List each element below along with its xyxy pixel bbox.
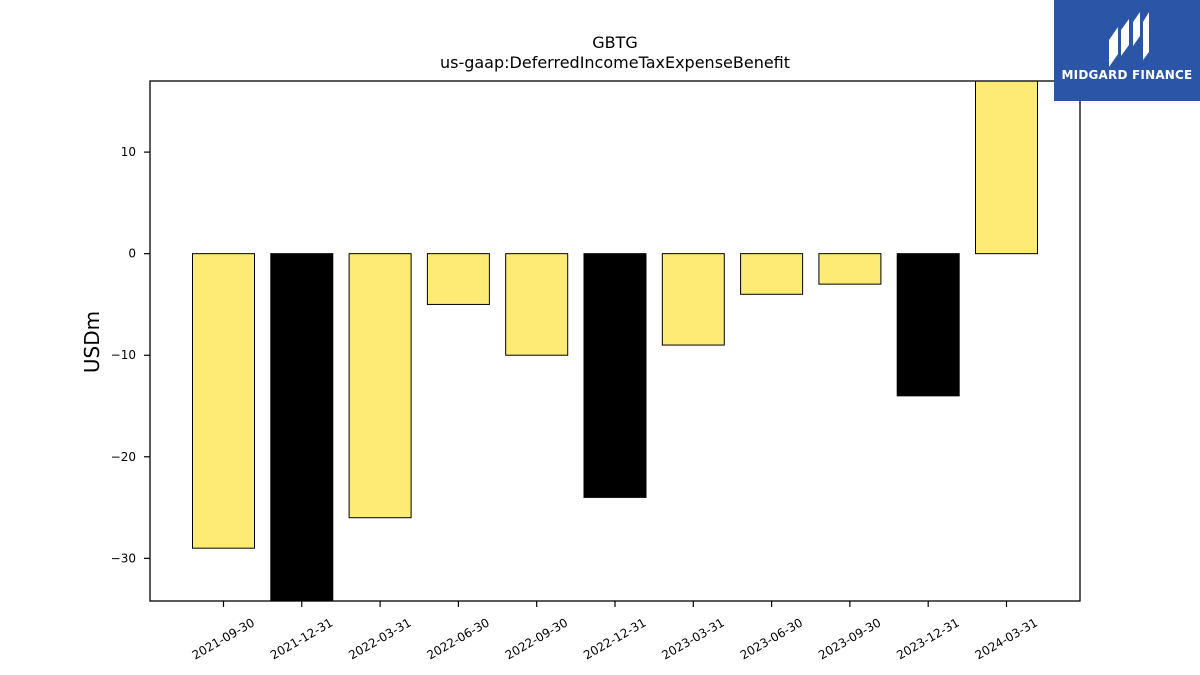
bars-group xyxy=(192,80,1038,602)
bar-2022-09-30 xyxy=(505,253,569,356)
x-tick-label: 2022-12-31 xyxy=(581,615,648,662)
x-tick-label: 2023-06-30 xyxy=(738,615,805,662)
x-tick-label: 2023-12-31 xyxy=(894,615,961,662)
x-tick-label: 2023-09-30 xyxy=(816,615,883,662)
y-axis-ticks: 10 0 −10 −20 −30 xyxy=(111,145,150,565)
bar-2023-09-30 xyxy=(818,253,882,285)
x-tick-label: 2023-03-31 xyxy=(659,615,726,662)
chart-title: GBTG xyxy=(592,33,638,52)
y-axis-label: USDm xyxy=(80,311,104,373)
bar-2023-03-31 xyxy=(661,253,725,346)
x-tick-label: 2022-03-31 xyxy=(346,615,413,662)
bar-2021-12-31 xyxy=(270,253,334,602)
bar-2024-03-31 xyxy=(975,80,1038,255)
bar-2022-12-31 xyxy=(583,253,647,498)
brand-logo: MIDGARD FINANCE xyxy=(1054,0,1200,101)
logo-text: MIDGARD FINANCE xyxy=(1061,68,1193,82)
x-tick-label: 2022-09-30 xyxy=(503,615,570,662)
y-tick-label: −20 xyxy=(111,450,136,464)
bar-2022-06-30 xyxy=(426,253,490,305)
x-tick-label: 2024-03-31 xyxy=(973,615,1040,662)
bar-2022-03-31 xyxy=(348,253,412,519)
chart-subtitle: us-gaap:DeferredIncomeTaxExpenseBenefit xyxy=(440,53,790,72)
y-tick-label: −10 xyxy=(111,348,136,362)
x-tick-label: 2022-06-30 xyxy=(424,615,491,662)
bar-2023-06-30 xyxy=(740,253,804,295)
x-tick-label: 2021-09-30 xyxy=(190,615,257,662)
bar-2021-09-30 xyxy=(192,253,255,549)
x-axis-ticks: 2021-09-30 2021-12-31 2022-03-31 2022-06-30… xyxy=(190,601,1040,662)
y-tick-label: −30 xyxy=(111,551,136,565)
y-tick-label: 0 xyxy=(128,247,136,261)
x-tick-label: 2021-12-31 xyxy=(268,615,335,662)
y-tick-label: 10 xyxy=(121,145,136,159)
midgard-logo-icon xyxy=(1109,12,1149,67)
bar-2023-12-31 xyxy=(896,253,960,397)
plot-frame xyxy=(149,80,1081,602)
